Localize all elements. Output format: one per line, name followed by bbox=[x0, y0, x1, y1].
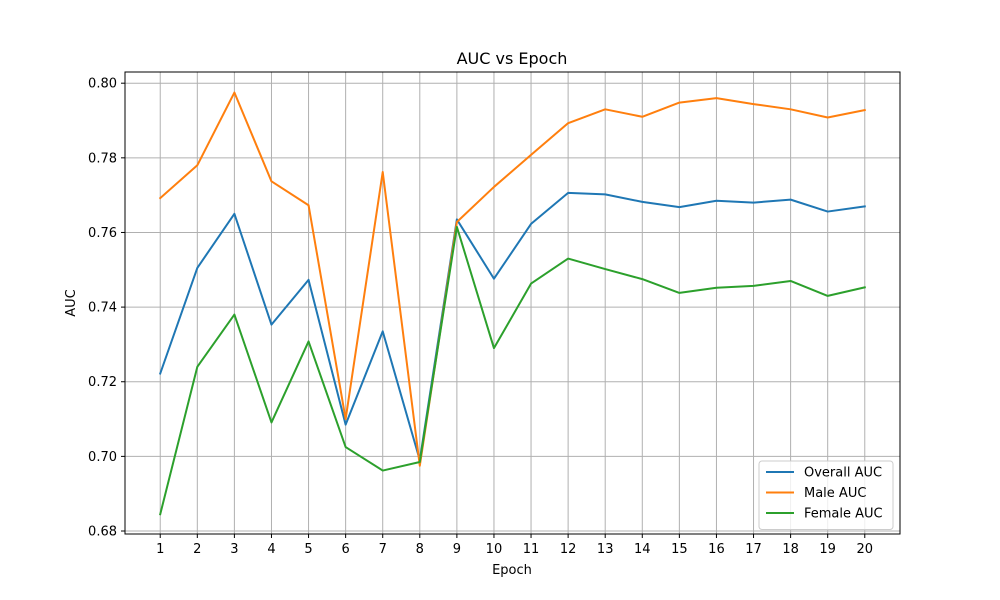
x-tick-label: 15 bbox=[671, 542, 688, 557]
y-tick-label: 0.78 bbox=[88, 151, 117, 166]
y-tick-label: 0.74 bbox=[88, 301, 117, 316]
series-line-overall-auc bbox=[158, 191, 866, 462]
y-tick-label: 0.76 bbox=[88, 226, 117, 241]
x-tick-label: 3 bbox=[230, 542, 238, 557]
x-tick-label: 2 bbox=[193, 542, 201, 557]
series-layer bbox=[158, 91, 866, 516]
legend-entry: Male AUC bbox=[804, 486, 866, 501]
legend-entry: Female AUC bbox=[804, 507, 883, 522]
x-tick-label: 16 bbox=[708, 542, 725, 557]
y-tick-label: 0.80 bbox=[88, 77, 117, 92]
x-tick-label: 10 bbox=[486, 542, 503, 557]
series-line-male-auc bbox=[158, 91, 866, 467]
plot-frame bbox=[124, 71, 901, 535]
legend-entry: Overall AUC bbox=[804, 466, 882, 481]
x-tick-label: 7 bbox=[379, 542, 387, 557]
x-tick-label: 6 bbox=[341, 542, 349, 557]
y-tick-label: 0.72 bbox=[88, 375, 117, 390]
x-tick-label: 9 bbox=[453, 542, 461, 557]
x-axis: 1 2 3 4 5 6 7 8 9 10 11 12 13 14 15 16 17 18 19 20 bbox=[156, 534, 873, 557]
y-axis: 0.68 0.70 0.72 0.74 0.76 0.78 0.80 bbox=[88, 77, 125, 540]
x-tick-label: 8 bbox=[416, 542, 424, 557]
x-tick-label: 12 bbox=[560, 542, 577, 557]
x-tick-label: 20 bbox=[856, 542, 873, 557]
legend: Overall AUC Male AUC Female AUC bbox=[758, 460, 894, 530]
x-tick-label: 17 bbox=[745, 542, 762, 557]
x-tick-label: 13 bbox=[597, 542, 614, 557]
x-tick-label: 11 bbox=[523, 542, 540, 557]
x-tick-label: 14 bbox=[634, 542, 651, 557]
x-tick-label: 5 bbox=[304, 542, 312, 557]
y-tick-label: 0.70 bbox=[88, 450, 117, 465]
x-tick-label: 18 bbox=[782, 542, 799, 557]
chart-title: AUC vs Epoch bbox=[457, 49, 568, 68]
x-tick-label: 1 bbox=[156, 542, 164, 557]
y-tick-label: 0.68 bbox=[88, 525, 117, 540]
x-tick-label: 4 bbox=[267, 542, 275, 557]
x-axis-title: Epoch bbox=[492, 563, 532, 578]
series-line-female-auc bbox=[159, 225, 866, 516]
y-axis-title: AUC bbox=[64, 289, 79, 317]
x-tick-label: 19 bbox=[819, 542, 836, 557]
grid bbox=[125, 72, 900, 534]
